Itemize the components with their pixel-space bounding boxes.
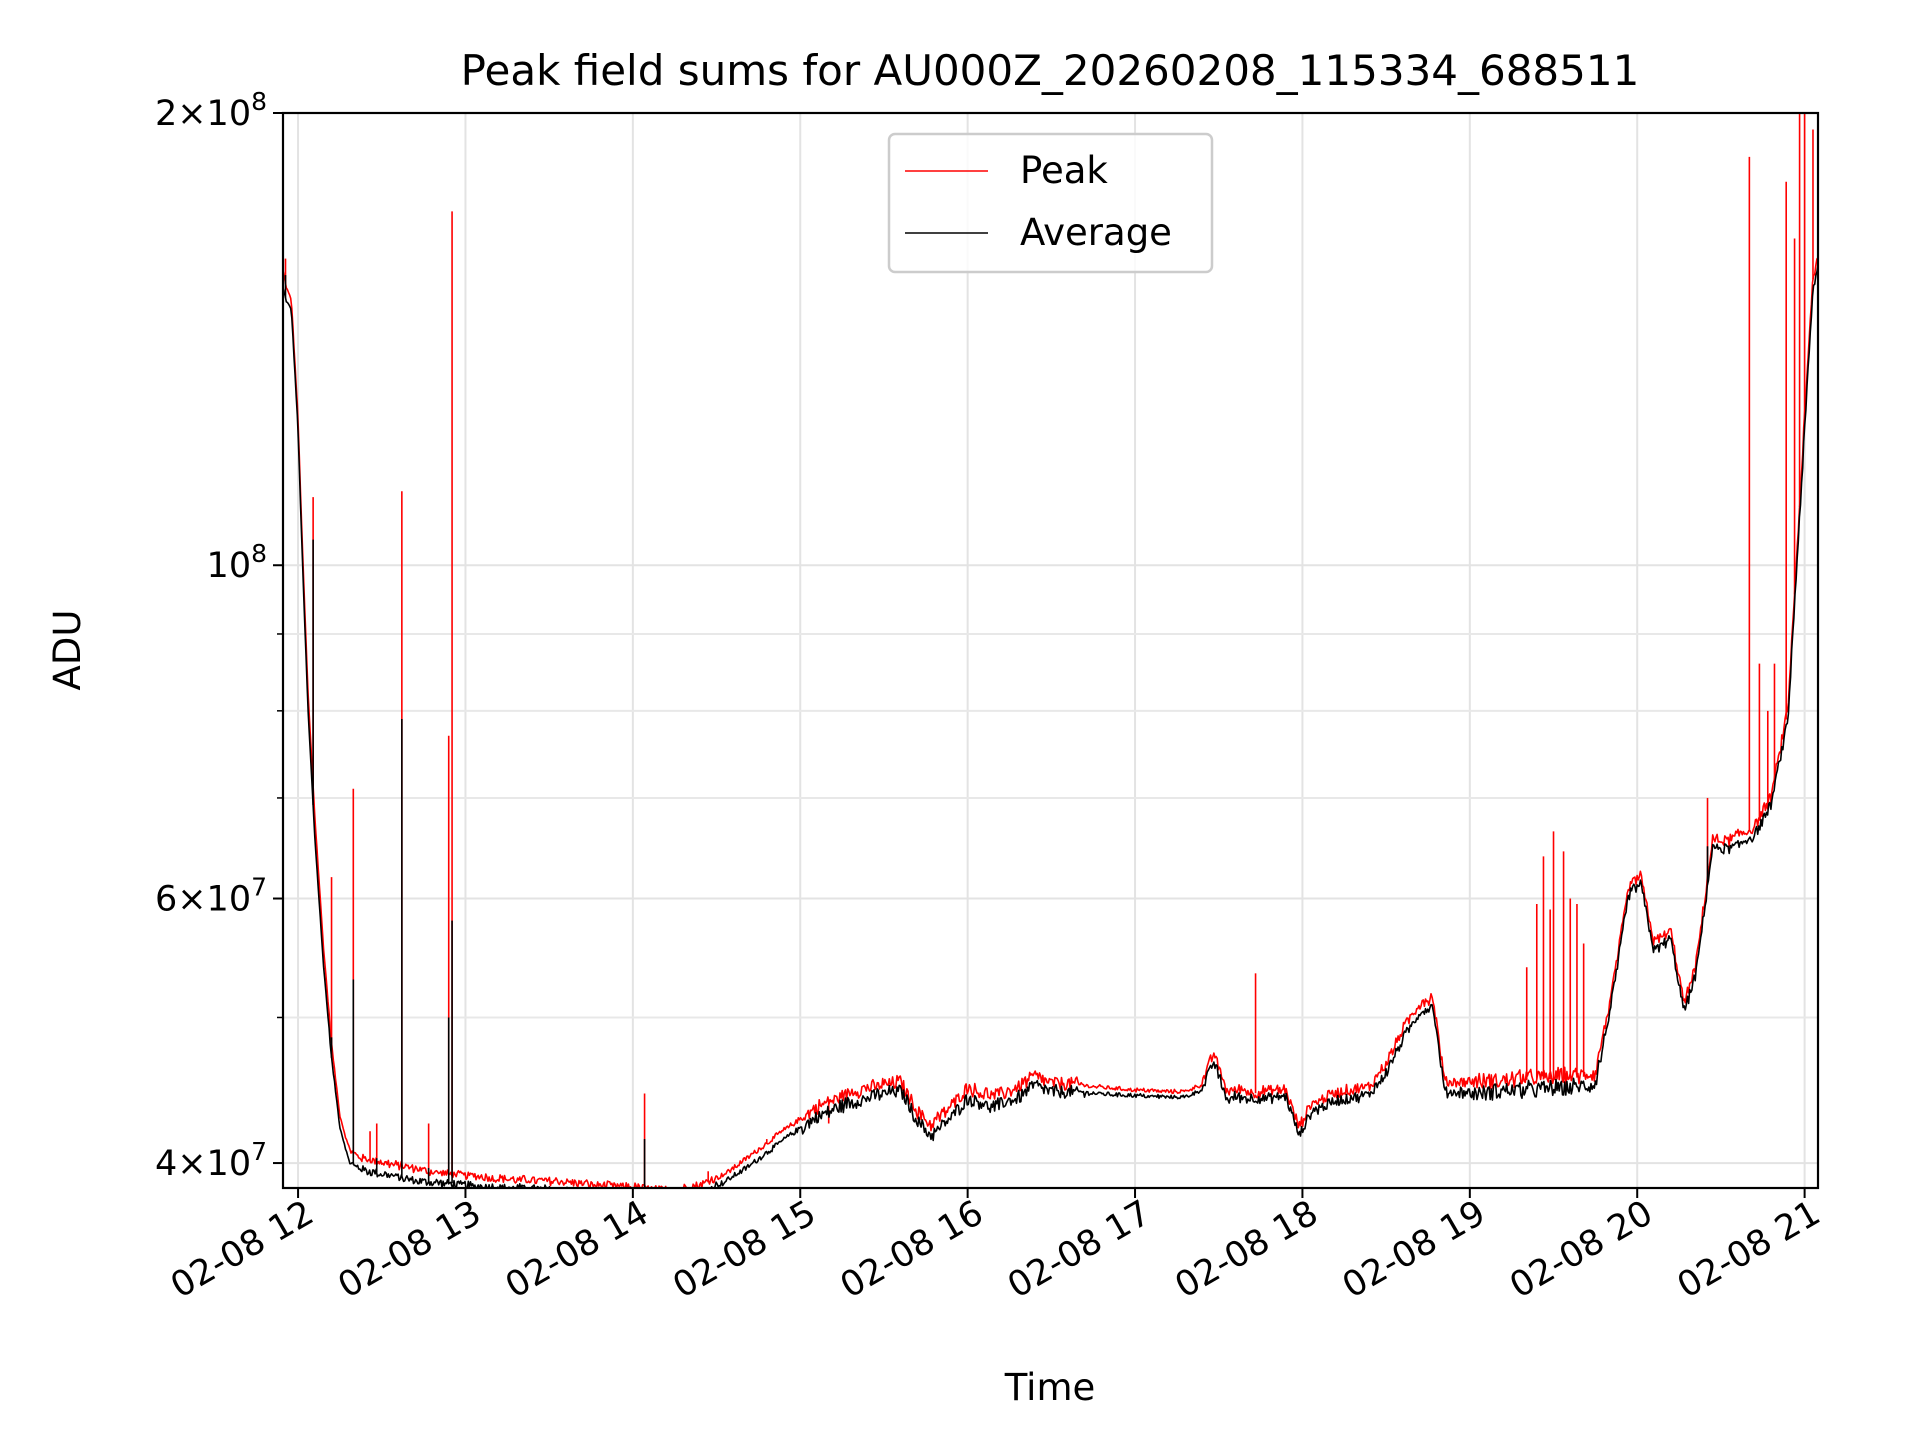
legend-label-peak: Peak: [1020, 149, 1108, 192]
y-tick-label-1: 6×107: [155, 873, 267, 920]
legend-box: [887, 132, 1214, 274]
y-tick-label-0: 4×107: [155, 1137, 267, 1184]
y-tick-label-2: 108: [207, 539, 267, 586]
y-axis-label: ADU: [46, 610, 89, 691]
series-line-peak: [283, 257, 1818, 1188]
plot-frame: [281, 111, 1820, 1190]
y-tick-label-3: 2×108: [155, 87, 267, 134]
legend: Peak Average: [887, 132, 1214, 274]
y-axis-ticks: 4×107 6×107 108 2×108: [155, 87, 283, 1184]
legend-label-average: Average: [1020, 211, 1172, 254]
x-axis-label: Time: [1004, 1366, 1096, 1409]
chart-title: Peak field sums for AU000Z_20260208_1153…: [461, 46, 1640, 95]
